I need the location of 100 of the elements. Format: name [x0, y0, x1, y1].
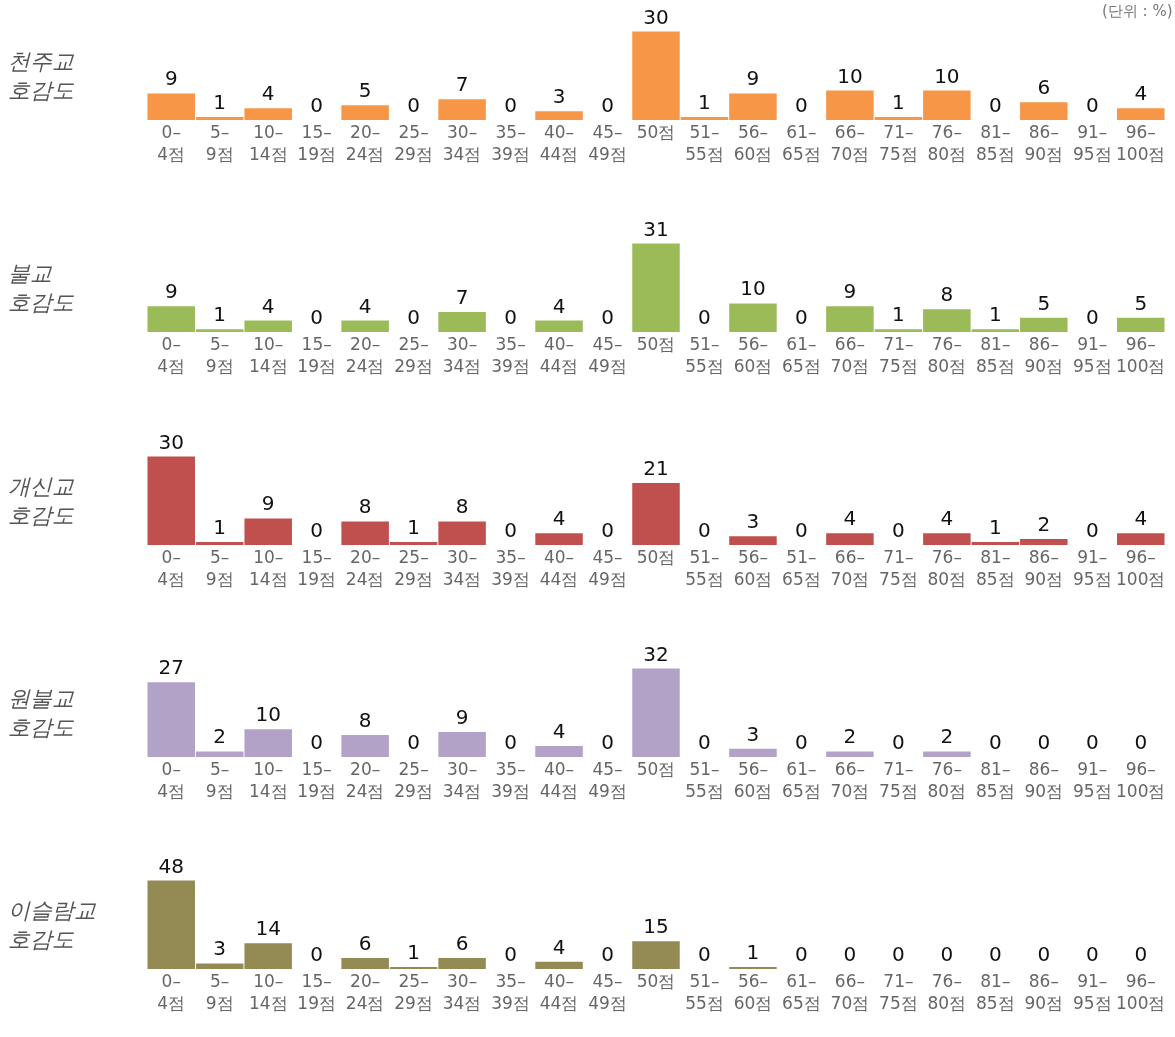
bar — [729, 748, 777, 757]
data-label: 1 — [698, 90, 711, 115]
x-tick-label: 66– 70점 — [830, 547, 870, 590]
x-tick-label: 91– 95점 — [1072, 759, 1112, 802]
data-label: 3 — [746, 509, 760, 534]
data-label: 3 — [213, 936, 227, 961]
data-label: 0 — [504, 305, 517, 329]
x-tick-label: 25– 29점 — [394, 122, 433, 165]
data-label: 48 — [158, 853, 184, 878]
data-label: 1 — [213, 515, 227, 540]
x-tick-label: 35– 39점 — [491, 971, 530, 1014]
text: 원불교 호감도 — [8, 686, 75, 740]
bar — [535, 745, 583, 757]
data-label: 0 — [795, 305, 808, 329]
data-label: 0 — [310, 93, 324, 117]
data-label: 1 — [213, 90, 227, 115]
x-tick-label: 51– 55점 — [685, 122, 724, 165]
x-tick-label: 71– 75점 — [879, 547, 918, 590]
x-tick-label: 25– 29점 — [394, 971, 433, 1014]
data-label: 32 — [643, 641, 669, 666]
x-tick-label: 10– 14점 — [248, 547, 288, 590]
x-tick-label: 20– 24점 — [345, 334, 385, 377]
data-label: 14 — [255, 916, 281, 941]
data-label: 0 — [698, 518, 711, 542]
x-tick-label: 45– 49점 — [588, 547, 627, 590]
x-tick-label: 5– 9점 — [205, 122, 234, 165]
data-label: 10 — [934, 63, 960, 88]
x-tick-label: 45– 49점 — [588, 334, 627, 377]
x-tick-label: 86– 90점 — [1024, 547, 1064, 590]
x-tick-label: 35– 39점 — [491, 759, 530, 802]
data-label: 10 — [255, 702, 281, 727]
x-tick-label: 96– 100점 — [1116, 547, 1166, 590]
x-tick-label: 15– 19점 — [297, 971, 336, 1014]
bar — [1117, 108, 1165, 120]
x-tick-label: 96– 100점 — [1116, 122, 1166, 165]
bar — [923, 751, 971, 757]
x-tick-label: 5– 9점 — [205, 759, 234, 802]
x-tick-label: 61– 65점 — [782, 122, 821, 165]
x-tick-label: 10– 14점 — [248, 971, 288, 1014]
data-label: 1 — [407, 940, 420, 964]
bar — [729, 303, 777, 332]
data-label: 0 — [1085, 93, 1099, 117]
x-tick-label: 76– 80점 — [927, 971, 967, 1014]
data-label: 0 — [1085, 942, 1099, 966]
data-label: 0 — [310, 942, 324, 966]
x-tick-label: 20– 24점 — [345, 971, 385, 1014]
x-tick-label: 91– 95점 — [1072, 971, 1112, 1014]
data-label: 0 — [795, 942, 808, 966]
data-label: 0 — [1037, 942, 1051, 966]
x-tick-label: 30– 34점 — [442, 971, 482, 1014]
x-tick-label: 61– 65점 — [782, 759, 821, 802]
x-tick-label: 50점 — [636, 759, 676, 779]
data-label: 0 — [310, 305, 324, 329]
x-tick-label: 35– 39점 — [491, 122, 530, 165]
x-tick-label: 96– 100점 — [1116, 334, 1166, 377]
x-tick-label: 20– 24점 — [345, 122, 385, 165]
data-label: 0 — [1085, 305, 1099, 329]
data-label: 9 — [455, 705, 469, 730]
data-label: 0 — [407, 730, 420, 754]
data-label: 6 — [358, 930, 372, 955]
data-label: 0 — [988, 942, 1002, 966]
data-label: 0 — [310, 730, 324, 754]
x-tick-label: 56– 60점 — [733, 547, 773, 590]
x-tick-label: 96– 100점 — [1116, 759, 1166, 802]
bar — [826, 533, 874, 545]
data-label: 1 — [746, 940, 760, 964]
x-tick-label: 10– 14점 — [248, 759, 288, 802]
x-tick-label: 81– 85점 — [976, 759, 1015, 802]
x-tick-label: 40– 44점 — [539, 334, 579, 377]
data-label: 5 — [358, 78, 372, 103]
x-tick-label: 91– 95점 — [1072, 122, 1112, 165]
bar — [632, 668, 680, 757]
bar — [341, 734, 389, 757]
bar — [535, 961, 583, 969]
x-tick-label: 81– 85점 — [976, 547, 1015, 590]
bar — [535, 320, 583, 332]
x-tick-label: 45– 49점 — [588, 759, 627, 802]
data-label: 0 — [698, 730, 711, 754]
x-tick-label: 81– 85점 — [976, 122, 1015, 165]
x-tick-label: 51– 55점 — [685, 547, 724, 590]
data-label: 0 — [310, 518, 324, 542]
data-label: 31 — [643, 216, 669, 241]
data-label: 5 — [1037, 290, 1051, 315]
data-label: 0 — [795, 730, 808, 754]
data-label: 0 — [988, 730, 1002, 754]
bar — [535, 533, 583, 545]
data-label: 2 — [940, 724, 954, 749]
bar — [632, 243, 680, 332]
bar — [826, 751, 874, 757]
x-tick-label: 40– 44점 — [539, 759, 579, 802]
data-label: 7 — [455, 72, 469, 97]
x-tick-label: 45– 49점 — [588, 122, 627, 165]
x-tick-label: 10– 14점 — [248, 122, 288, 165]
x-tick-label: 56– 60점 — [733, 334, 773, 377]
data-label: 3 — [746, 721, 760, 746]
data-label: 1 — [213, 302, 227, 327]
data-label: 0 — [601, 942, 614, 966]
x-tick-label: 40– 44점 — [539, 971, 579, 1014]
x-tick-label: 5– 9점 — [205, 971, 234, 1014]
text: 이슬람교 호감도 — [8, 898, 97, 952]
